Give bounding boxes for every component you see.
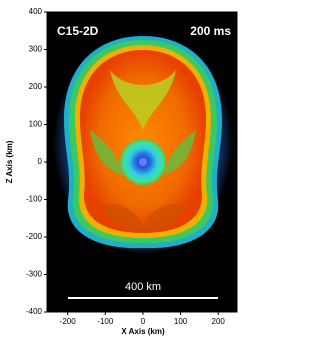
y-tick-label: 0 <box>38 157 43 166</box>
simulation-image <box>53 31 233 255</box>
scale-label: 400 km <box>125 281 161 293</box>
y-tick-label: 400 <box>29 7 43 16</box>
x-axis-label: X Axis (km) <box>121 327 165 336</box>
chart: C15-2D 200 ms 400 km X Axis (km) Z Axis … <box>5 7 238 336</box>
y-tick-label: -300 <box>26 270 43 279</box>
time-label: 200 ms <box>190 24 231 38</box>
simulation-label: C15-2D <box>57 24 99 38</box>
y-tick-label: -400 <box>26 307 43 316</box>
y-tick-label: 300 <box>29 45 43 54</box>
y-tick-label: -200 <box>26 232 43 241</box>
y-tick-label: 100 <box>29 120 43 129</box>
x-tick-label: -200 <box>60 317 77 326</box>
x-tick-label: 100 <box>174 317 188 326</box>
y-tick-label: 200 <box>29 82 43 91</box>
x-tick-label: 200 <box>212 317 226 326</box>
y-axis-label: Z Axis (km) <box>5 140 14 183</box>
x-tick-label: 0 <box>141 317 146 326</box>
x-tick-label: -100 <box>97 317 114 326</box>
y-tick-label: -100 <box>26 195 43 204</box>
